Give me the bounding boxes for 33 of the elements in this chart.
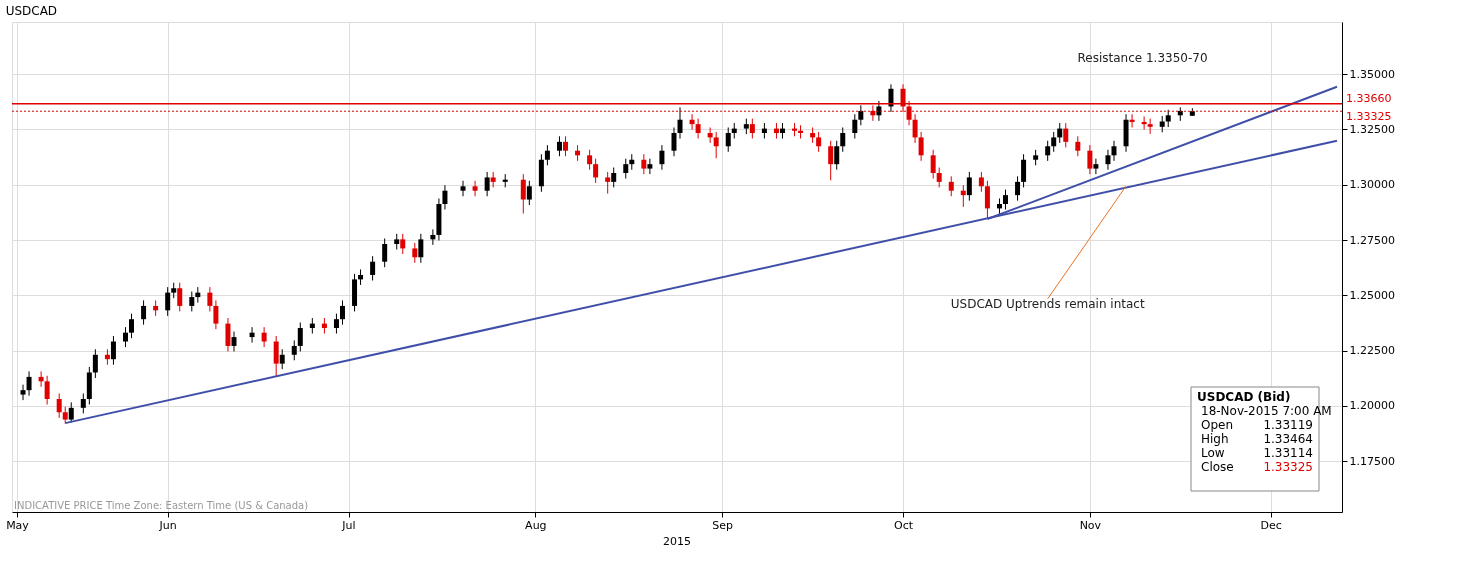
y-tick-label: 1.30000 xyxy=(1349,178,1395,192)
annotation: High xyxy=(1201,432,1229,446)
y-tick-label: 1.25000 xyxy=(1349,288,1395,302)
y-tick-label: 1.20000 xyxy=(1349,399,1395,413)
x-tick-label: Aug xyxy=(525,518,547,532)
annotation: 18-Nov-2015 7:00 AM xyxy=(1201,404,1332,418)
text: 2015 xyxy=(663,535,691,548)
x-tick-label: Jul xyxy=(341,518,356,532)
ref-line-label: 1.33325 xyxy=(1346,110,1392,124)
y-tick-label: 1.32500 xyxy=(1349,122,1395,136)
annotation: Low xyxy=(1201,446,1225,460)
annotation: 1.33464 xyxy=(1263,432,1313,446)
annotation: Resistance 1.3350-70 xyxy=(1077,51,1208,65)
x-tick-label: Nov xyxy=(1079,518,1102,532)
x-tick-label: Oct xyxy=(894,518,914,532)
annotation: Close xyxy=(1201,460,1234,474)
annotation: USDCAD (Bid) xyxy=(1197,390,1291,404)
annotation: INDICATIVE PRICE Time Zone: Eastern Time (US & Canada) xyxy=(14,500,309,511)
y-tick-label: 1.35000 xyxy=(1349,67,1395,81)
x-tick-label: Dec xyxy=(1260,518,1282,532)
annotation: 1.33325 xyxy=(1263,460,1313,474)
x-tick-label: Jun xyxy=(158,518,177,532)
chart-title: USDCAD xyxy=(5,4,58,18)
annotation: 1.33114 xyxy=(1263,446,1313,460)
annotation: USDCAD Uptrends remain intact xyxy=(950,296,1145,311)
y-tick-label: 1.17500 xyxy=(1349,454,1395,468)
annotation: 1.33119 xyxy=(1263,418,1313,432)
y-tick-label: 1.27500 xyxy=(1349,233,1395,247)
x-tick-label: Sep xyxy=(712,518,734,532)
y-tick-label: 1.22500 xyxy=(1349,344,1395,358)
annotation: Open xyxy=(1201,418,1234,432)
ref-line-label: 1.33660 xyxy=(1346,91,1392,105)
x-tick-label: May xyxy=(6,518,30,532)
